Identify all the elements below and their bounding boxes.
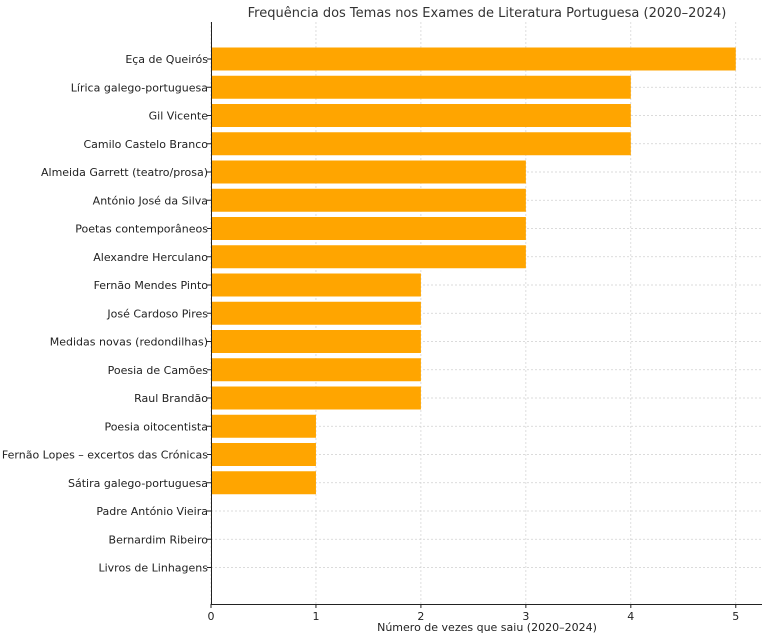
bar [211,330,421,353]
bar [211,414,316,438]
category-label: Poetas contemporâneos [75,223,208,236]
x-tick-label: 5 [732,610,739,623]
category-label: Gil Vicente [149,110,209,123]
category-label: Lírica galego-portuguesa [71,81,208,94]
category-label: Alexandre Herculano [93,251,208,264]
category-label: Fernão Lopes – excertos das Crónicas [2,449,208,462]
bar [211,301,421,325]
category-label: Eça de Queirós [125,53,208,66]
bar [211,75,631,99]
category-label: Sátira galego-portuguesa [68,477,208,490]
bar [211,104,631,127]
category-label: Camilo Castelo Branco [83,138,208,151]
x-tick-label: 4 [627,610,634,623]
category-label: Raul Brandão [134,392,208,405]
x-tick-label: 0 [208,610,215,623]
category-label: Fernão Mendes Pinto [94,279,209,292]
category-label: Medidas novas (redondilhas) [50,336,208,349]
x-tick-label: 3 [522,610,529,623]
category-labels: Eça de Queirós Lírica galego-portuguesa Gi… [2,53,211,575]
bars-layer [211,47,736,495]
category-label: Poesia de Camões [108,364,209,377]
x-tick-label: 2 [417,610,424,623]
bar [211,245,526,269]
chart-title: Frequência dos Temas nos Exames de Liter… [248,6,727,21]
category-label: Poesia oitocentista [104,420,208,433]
category-label: António José da Silva [93,194,208,207]
category-label: Livros de Linhagens [98,562,208,575]
x-tick-label: 1 [312,610,319,623]
bar [211,160,526,184]
bar [211,132,631,156]
bar [211,358,421,382]
bar [211,386,421,410]
bar [211,47,736,71]
x-axis-label: Número de vezes que saiu (2020–2024) [377,621,597,634]
category-label: Almeida Garrett (teatro/prosa) [41,166,208,179]
bar [211,443,316,466]
category-label: Padre António Vieira [96,505,208,518]
bar [211,188,526,212]
category-label: José Cardoso Pires [106,307,208,320]
bar [211,471,316,495]
bar [211,217,526,240]
category-label: Bernardim Ribeiro [109,533,209,546]
bar [211,273,421,297]
